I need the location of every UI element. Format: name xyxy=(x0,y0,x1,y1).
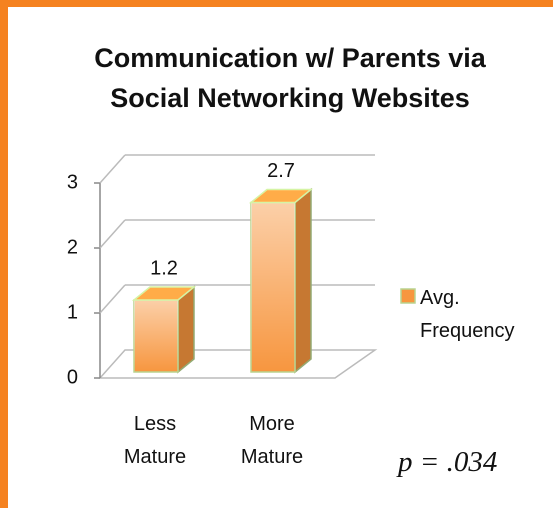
data-label: 1.2 xyxy=(150,257,178,279)
border xyxy=(0,0,8,508)
bar-top xyxy=(248,188,314,204)
chart-title: Communication w/ Parents via Social Netw… xyxy=(94,43,486,113)
legend-swatch xyxy=(400,288,416,304)
bar-top xyxy=(131,286,197,301)
grid-line xyxy=(99,284,126,314)
x-tick-label: More Mature xyxy=(240,413,304,468)
y-tick-label: 0 xyxy=(67,366,78,388)
bar-side xyxy=(177,285,195,374)
bar-highlight xyxy=(134,300,178,372)
floor xyxy=(98,349,378,379)
border xyxy=(0,0,553,7)
y-tick-label: 2 xyxy=(67,236,78,258)
grid-line xyxy=(99,219,126,249)
bar-side xyxy=(294,187,312,374)
legend-label: Avg. Frequency xyxy=(420,287,515,342)
bar-highlight xyxy=(251,202,295,372)
grid-line xyxy=(99,154,126,184)
y-tick-label: 3 xyxy=(67,171,78,193)
x-tick-label: Less Mature xyxy=(123,413,187,468)
data-label: 2.7 xyxy=(267,160,295,182)
y-tick-label: 1 xyxy=(67,301,78,323)
annotation: p = .034 xyxy=(398,446,498,478)
